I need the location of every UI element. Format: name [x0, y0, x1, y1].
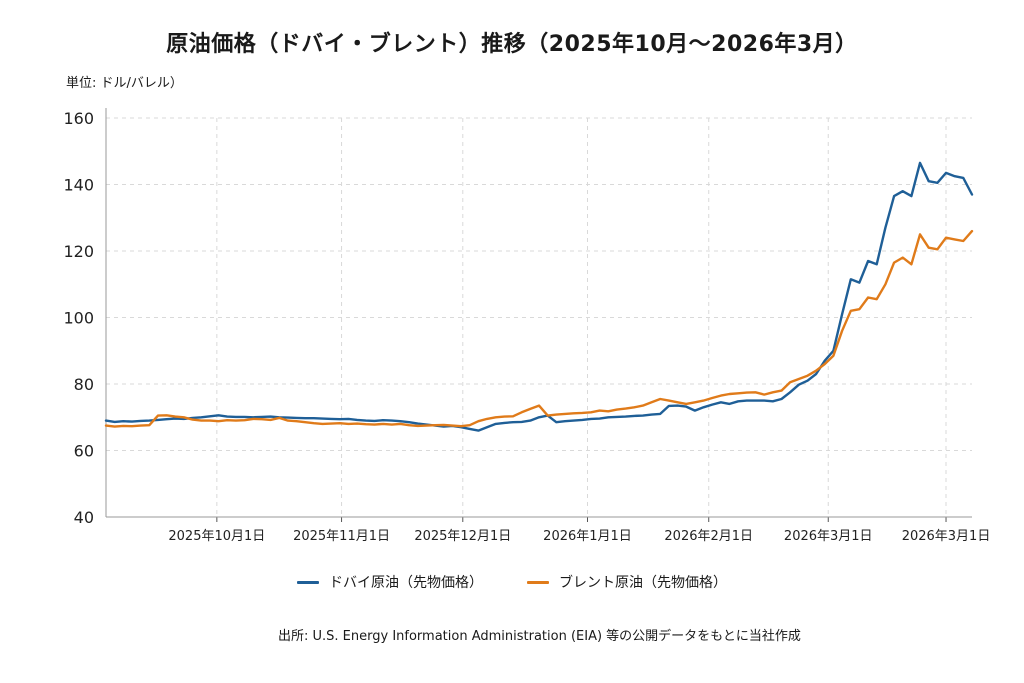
- x-tick-label: 2026年2月1日: [664, 529, 753, 544]
- grid-lines: [106, 117, 972, 517]
- x-tick-label: 2026年3月1日: [784, 529, 873, 544]
- y-tick-label: 120: [63, 242, 94, 261]
- series-lines: [104, 161, 974, 432]
- x-tick-label: 2026年1月1日: [543, 529, 632, 544]
- legend-label-dubai: ドバイ原油（先物価格）: [329, 575, 483, 591]
- y-tick-label: 100: [63, 309, 94, 328]
- legend: ドバイ原油（先物価格） ブレント原油（先物価格）: [0, 572, 1024, 592]
- y-tick-label: 140: [63, 176, 94, 195]
- y-tick-label: 80: [74, 375, 94, 394]
- y-tick-label: 160: [63, 109, 94, 128]
- legend-swatch-dubai: [297, 580, 319, 584]
- legend-label-brent: ブレント原油（先物価格）: [559, 575, 727, 591]
- x-tick-label: 2025年11月1日: [293, 529, 390, 544]
- series-line-brent: [104, 229, 974, 428]
- unit-label: 単位: ドル/バレル）: [66, 76, 183, 91]
- legend-item-dubai: ドバイ原油（先物価格）: [297, 572, 483, 592]
- legend-swatch-brent: [527, 580, 549, 584]
- y-tick-label: 60: [74, 442, 94, 461]
- x-tick-label: 2025年10月1日: [168, 529, 265, 544]
- source-note: 出所: U.S. Energy Information Administrati…: [278, 629, 801, 644]
- y-tick-label: 40: [74, 508, 94, 527]
- x-tick-label: 2025年12月1日: [414, 529, 511, 544]
- axes: 40 60 80 100 120 140 160 2025年10月1日 2025年11月1日 20…: [63, 108, 990, 544]
- series-line-dubai: [104, 161, 974, 432]
- legend-item-brent: ブレント原油（先物価格）: [527, 572, 727, 592]
- chart-title: 原油価格（ドバイ・ブレント）推移（2025年10月〜2026年3月）: [166, 32, 858, 57]
- x-tick-label: 2026年3月1日: [902, 529, 991, 544]
